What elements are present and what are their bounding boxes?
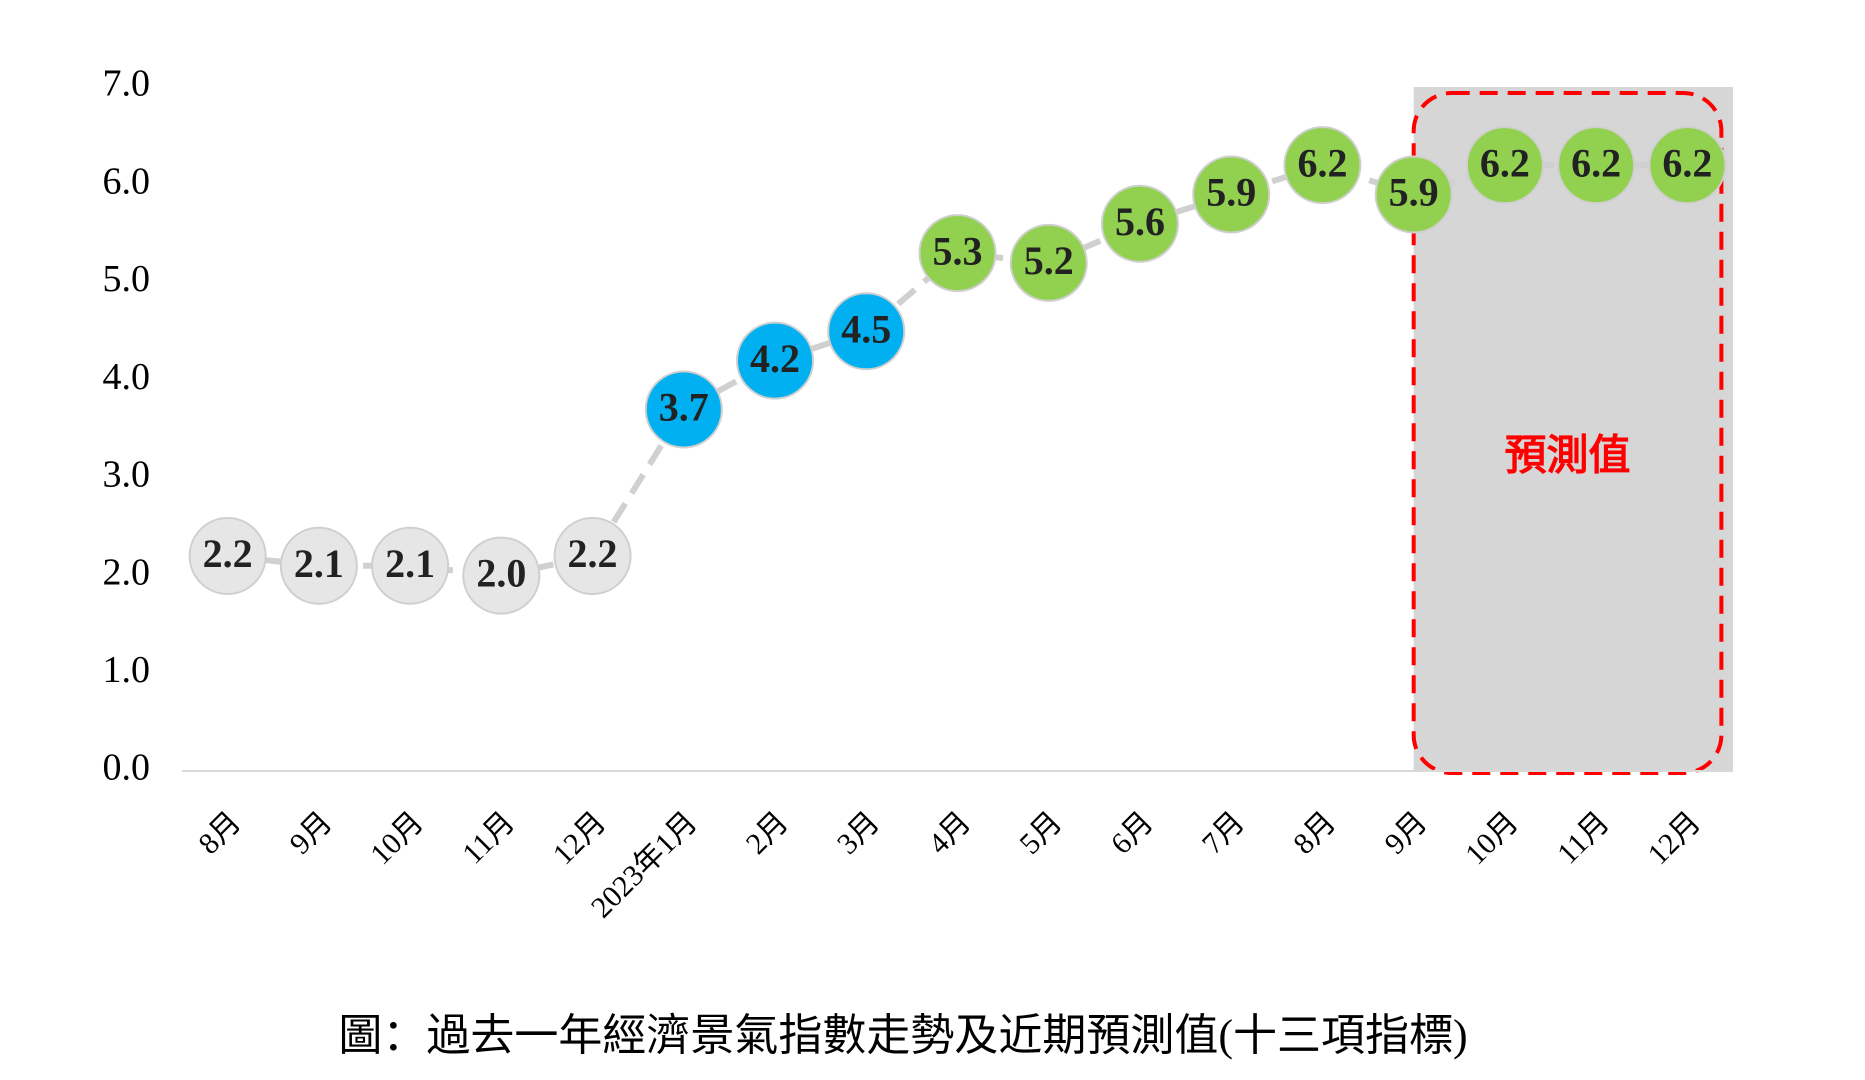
- data-label: 2.1: [385, 541, 435, 586]
- x-tick-label: 9月: [1378, 805, 1433, 860]
- forecast-label: 預測值: [1505, 433, 1631, 480]
- forecast-border: [1411, 91, 1724, 775]
- data-label: 5.2: [1024, 238, 1074, 283]
- y-tick-label: 6.0: [103, 160, 151, 202]
- data-point: [462, 536, 541, 615]
- x-tick-label: 3月: [831, 805, 886, 860]
- data-point: [1648, 126, 1727, 205]
- data-point: [371, 526, 450, 605]
- y-tick-label: 1.0: [103, 649, 151, 691]
- data-label: 6.2: [1571, 140, 1621, 185]
- data-point: [1557, 126, 1636, 205]
- data-label: 5.6: [1115, 199, 1165, 244]
- y-tick-label: 7.0: [103, 63, 151, 105]
- x-tick-label: 6月: [1105, 805, 1160, 860]
- data-point: [1374, 155, 1453, 234]
- y-tick-label: 2.0: [103, 551, 151, 593]
- data-point: [1100, 184, 1179, 263]
- data-label: 6.2: [1480, 140, 1530, 185]
- x-tick-label: 11月: [1551, 805, 1616, 870]
- y-tick-label: 4.0: [103, 356, 151, 398]
- data-label: 5.9: [1389, 170, 1439, 215]
- data-label: 4.2: [750, 336, 800, 381]
- data-label: 2.2: [203, 531, 253, 576]
- data-point: [1283, 126, 1362, 205]
- data-label: 6.2: [1662, 140, 1712, 185]
- data-point: [188, 517, 267, 596]
- x-tick-label: 12月: [1641, 805, 1707, 871]
- data-point: [553, 517, 632, 596]
- x-tick-label: 10月: [1459, 805, 1525, 871]
- x-tick-label: 10月: [364, 805, 430, 871]
- data-point: [1192, 155, 1271, 234]
- data-point: [736, 321, 815, 400]
- data-label: 5.9: [1206, 170, 1256, 215]
- data-label: 2.2: [568, 531, 618, 576]
- y-tick-label: 3.0: [103, 454, 151, 496]
- data-point: [644, 370, 723, 449]
- y-tick-label: 0.0: [103, 747, 151, 789]
- data-label: 2.0: [476, 551, 526, 596]
- data-label: 6.2: [1297, 140, 1347, 185]
- x-tick-label: 5月: [1013, 805, 1068, 860]
- chart-caption: 圖：過去一年經濟景氣指數走勢及近期預測值(十三項指標): [338, 1011, 1467, 1060]
- x-tick-label: 8月: [192, 805, 247, 860]
- data-point: [279, 526, 358, 605]
- data-point: [827, 292, 906, 371]
- x-tick-label: 2月: [740, 805, 795, 860]
- y-tick-label: 5.0: [103, 258, 151, 300]
- x-tick-label: 8月: [1287, 805, 1342, 860]
- x-tick-label: 9月: [284, 805, 339, 860]
- data-label: 2.1: [294, 541, 344, 586]
- data-label: 5.3: [933, 228, 983, 273]
- x-tick-label: 12月: [547, 805, 613, 871]
- data-label: 3.7: [659, 385, 709, 430]
- data-point: [918, 214, 997, 293]
- data-point: [1465, 126, 1544, 205]
- data-point: [1009, 223, 1088, 302]
- data-label: 4.5: [841, 306, 891, 351]
- x-tick-label: 4月: [922, 805, 977, 860]
- x-tick-label: 7月: [1196, 805, 1251, 860]
- x-tick-label: 11月: [456, 805, 521, 870]
